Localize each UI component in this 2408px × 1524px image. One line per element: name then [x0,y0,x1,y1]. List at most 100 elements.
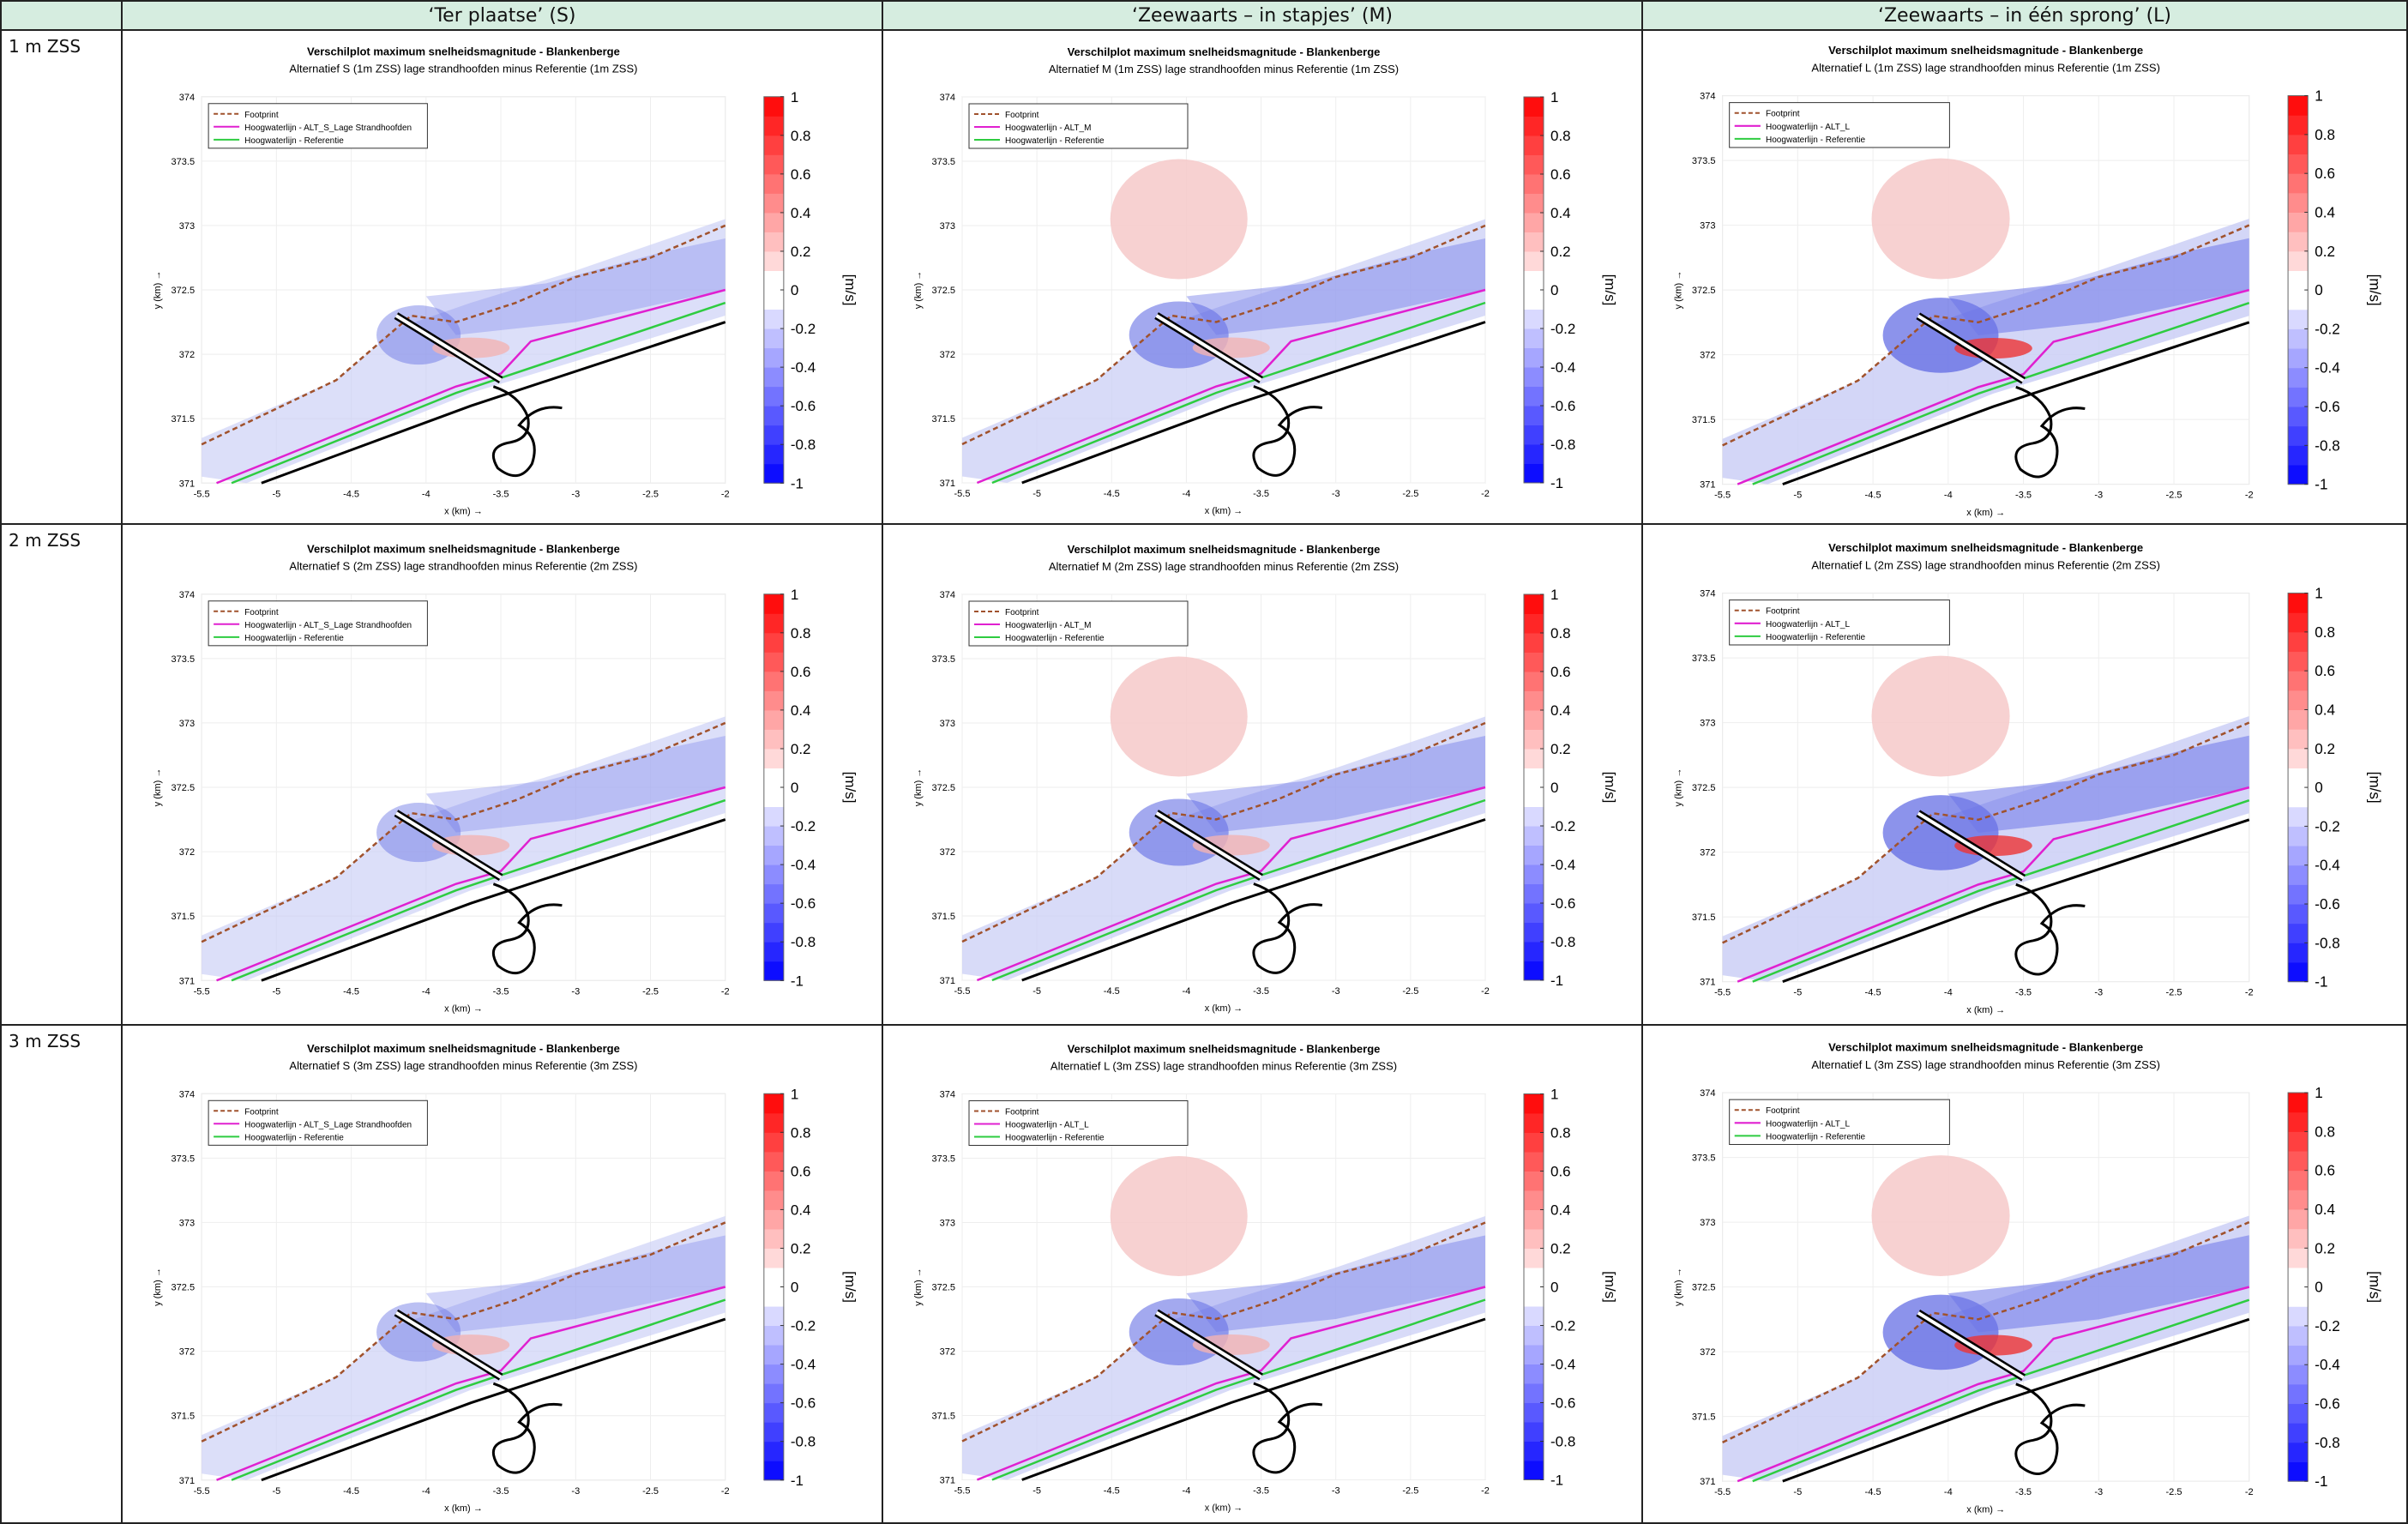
colorbar-step [2288,193,2308,213]
column-header: ‘Zeewaarts – in stapjes’ (M) [883,0,1643,31]
plot-title: Verschilplot maximum snelheidsmagnitude … [1068,543,1381,556]
x-tick-label: -2.5 [2166,1487,2182,1497]
row-label: 3 m ZSS [0,1026,123,1524]
colorbar-step [1524,884,1544,904]
colorbar-step [764,1132,784,1152]
x-tick-label: -4 [1183,986,1191,997]
y-tick-label: 373 [1700,1218,1715,1228]
legend-label: Hoogwaterlijn - ALT_L [1766,123,1851,132]
colorbar-step [1524,1249,1544,1268]
colorbar-tick-label: -0.8 [2315,1435,2339,1451]
colorbar-tick-label: 1 [1550,89,1558,105]
colorbar-step [764,1152,784,1172]
y-tick-label: 372 [940,350,955,360]
y-tick-label: 374 [1700,92,1715,102]
y-tick-label: 371 [940,1476,955,1486]
colorbar-tick-label: 0 [2315,1280,2323,1296]
colorbar-step [2288,690,2308,710]
x-tick-label: -3 [2094,988,2103,998]
x-tick-label: -3 [571,489,580,499]
legend-label: Hoogwaterlijn - ALT_S_Lage Strandhoofden [244,621,412,630]
colorbar-step [2288,154,2308,174]
colorbar-step [764,193,784,213]
colorbar-step [764,1190,784,1210]
colorbar-tick-label: 0.2 [791,741,811,757]
colorbar-step [2288,1306,2308,1326]
colorbar-step [2288,1112,2308,1132]
colorbar-step [1524,1345,1544,1364]
x-tick-label: -5.5 [954,1486,971,1497]
colorbar-tick-label: 0.4 [2315,205,2335,221]
colorbar-step [2288,407,2308,426]
colorbar-step [764,1383,784,1403]
x-tick-label: -4.5 [1865,1487,1881,1497]
y-tick-label: 372 [179,1347,195,1358]
colorbar-tick-label: -0.6 [2315,399,2339,415]
plot-title: Verschilplot maximum snelheidsmagnitude … [307,1042,620,1055]
y-tick-label: 372.5 [1692,286,1716,296]
colorbar-step [1524,232,1544,252]
colorbar-tick-label: 0 [1550,282,1558,298]
x-tick-label: -2 [721,489,730,499]
colorbar-tick-label: -0.8 [1550,1434,1575,1450]
figure-cell: Verschilplot maximum snelheidsmagnitude … [123,525,883,1026]
x-tick-label: -5 [1032,986,1041,997]
colorbar-step [1524,594,1544,614]
colorbar-step [2288,671,2308,690]
y-tick-label: 371.5 [1692,415,1716,425]
figure: Verschilplot maximum snelheidsmagnitude … [885,33,1640,521]
colorbar-tick-label: -0.4 [1550,1357,1575,1373]
y-tick-label: 374 [179,93,195,103]
x-axis-label: x (km) → [1205,1003,1243,1014]
colorbar-step [1524,923,1544,943]
colorbar-tick-label: 0.6 [2315,1163,2335,1179]
x-tick-label: -3 [571,986,580,997]
figure-cell: Verschilplot maximum snelheidsmagnitude … [123,31,883,525]
row-label: 2 m ZSS [0,525,123,1026]
colorbar-step [1524,749,1544,768]
colorbar-step [2288,652,2308,672]
colorbar-tick-label: 0 [2315,780,2323,796]
y-axis-label: y (km) → [913,271,924,310]
colorbar-step [2288,135,2308,154]
y-tick-label: 372.5 [931,1283,955,1293]
x-tick-label: -2.5 [642,489,659,499]
colorbar-step [764,310,784,329]
figure-cell: Verschilplot maximum snelheidsmagnitude … [883,31,1643,525]
legend-label: Footprint [1005,111,1039,120]
colorbar-tick-label: -1 [1550,475,1563,491]
colorbar-step [764,251,784,271]
y-tick-label: 372 [1700,351,1715,361]
figure: Verschilplot maximum snelheidsmagnitude … [124,33,880,521]
legend-label: Hoogwaterlijn - Referentie [244,634,344,643]
colorbar-step [2288,865,2308,885]
x-axis-label: x (km) → [1966,1504,2005,1515]
colorbar-step [2288,1190,2308,1209]
x-tick-label: -5 [272,489,280,499]
x-tick-label: -3.5 [2015,1487,2032,1497]
colorbar-step [1524,444,1544,464]
colorbar-step [1524,903,1544,923]
plot-subtitle: Alternatief L (2m ZSS) lage strandhoofde… [1811,558,2160,571]
colorbar-step [764,923,784,943]
colorbar-tick-label: 0.4 [791,1202,811,1218]
colorbar-label: [m/s] [842,772,858,804]
y-tick-label: 374 [179,590,195,600]
colorbar-label: [m/s] [2367,274,2383,306]
colorbar-step [2288,115,2308,135]
colorbar-tick-label: 0.2 [2315,244,2335,260]
colorbar-step [764,1422,784,1442]
x-tick-label: -4 [1944,491,1953,501]
figure-cell: Verschilplot maximum snelheidsmagnitude … [123,1026,883,1524]
colorbar-step [2288,1423,2308,1443]
colorbar-step [2288,749,2308,768]
colorbar-tick-label: -0.4 [791,359,816,376]
colorbar-tick-label: -0.8 [2315,935,2339,951]
colorbar-step [2288,846,2308,865]
colorbar-step [1524,1229,1544,1249]
colorbar-tick-label: 0.2 [1550,244,1571,260]
x-tick-label: -2.5 [1402,986,1418,997]
x-tick-label: -4.5 [343,489,359,499]
colorbar-step [764,1093,784,1113]
column-header: ‘Ter plaatse’ (S) [123,0,883,31]
